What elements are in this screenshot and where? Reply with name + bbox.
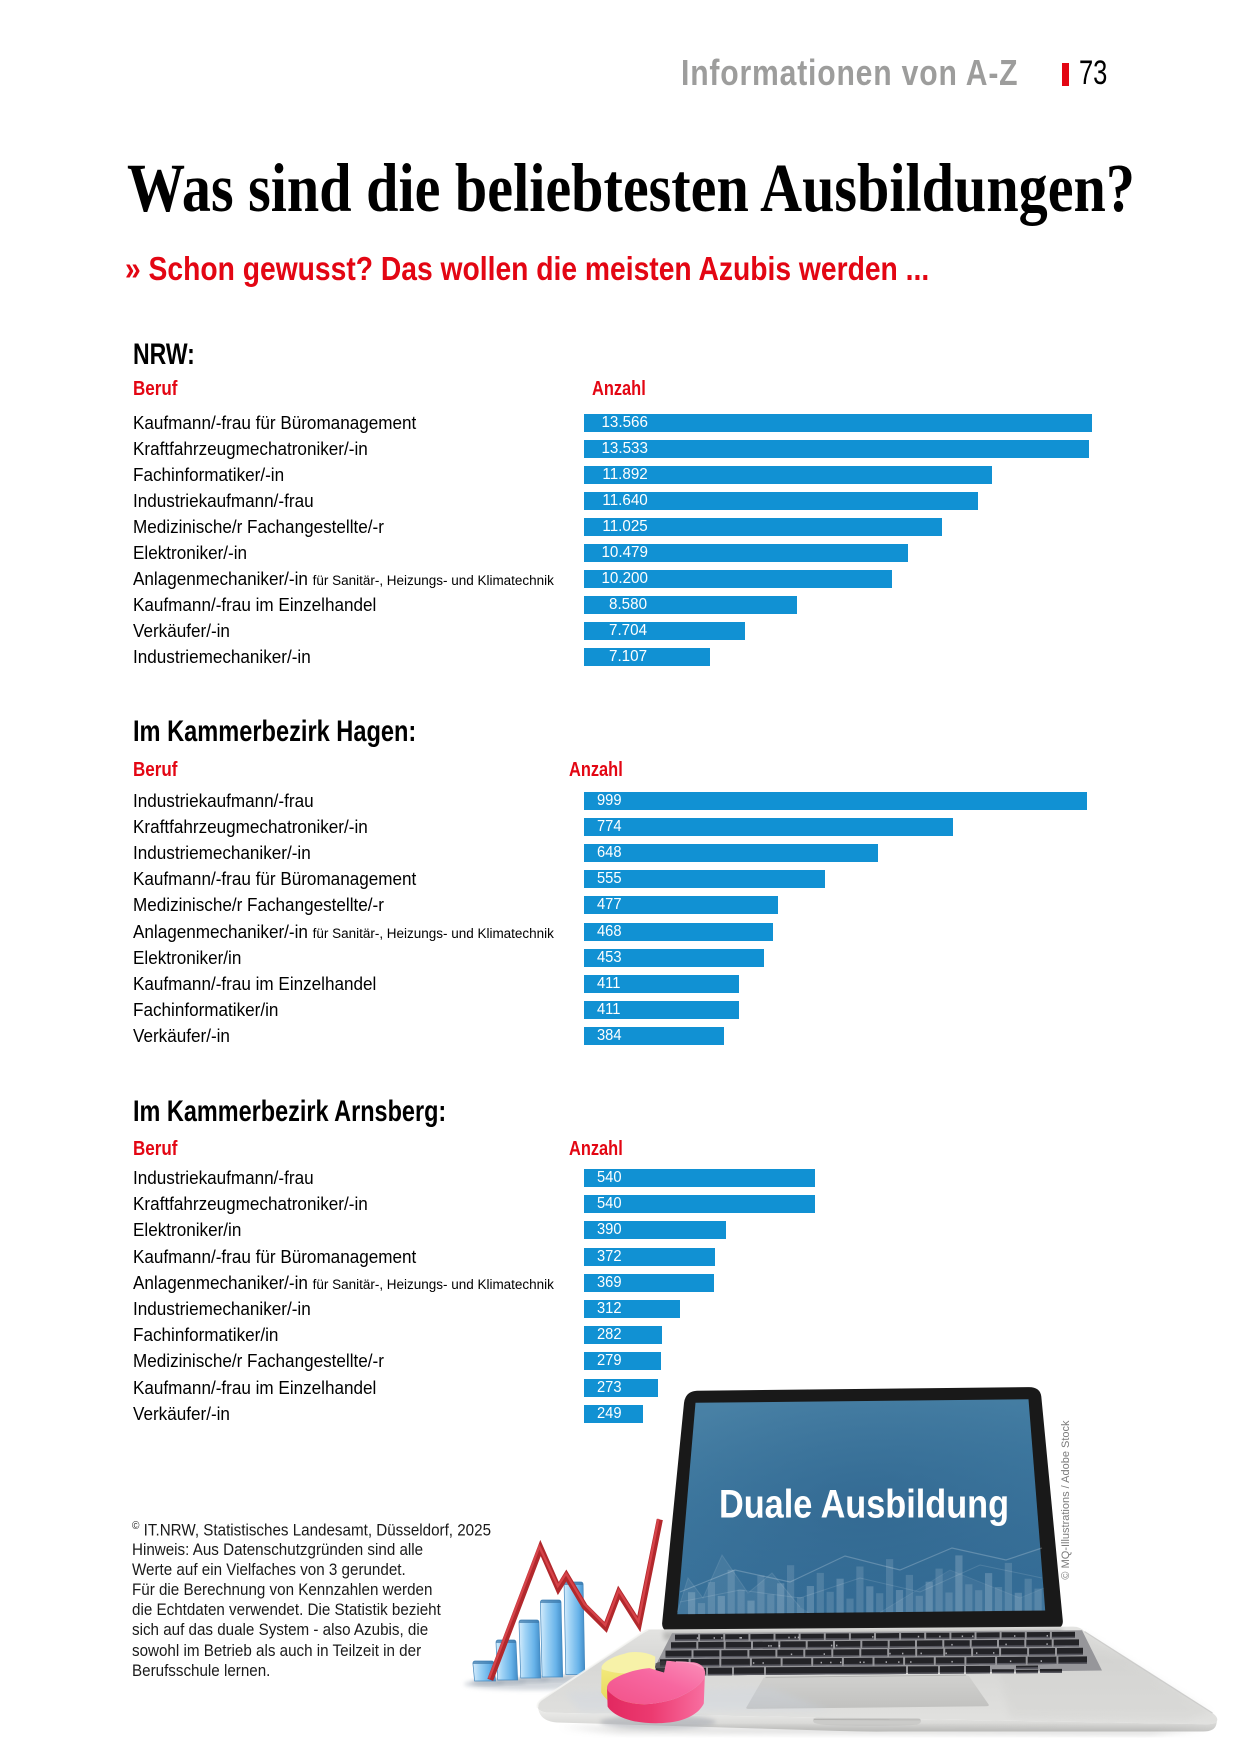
svg-text:Duale Ausbildung: Duale Ausbildung: [719, 1483, 1009, 1527]
